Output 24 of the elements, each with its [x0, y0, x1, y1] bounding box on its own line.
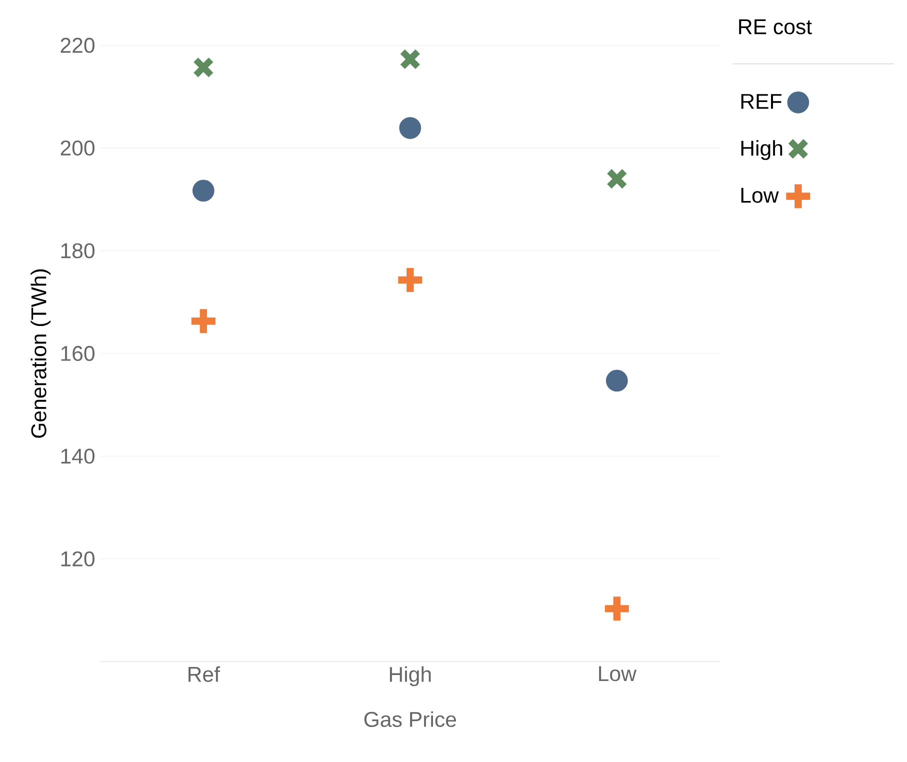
y-tick-label: 180 — [61, 243, 94, 258]
y-tick-label: 120 — [61, 552, 94, 567]
x-tick-label: Low — [599, 666, 637, 682]
legend-label: REF — [741, 94, 782, 109]
legend-label: Low — [741, 188, 779, 203]
y-tick-label: 140 — [61, 448, 94, 464]
x-tick-label: High — [390, 666, 431, 686]
point — [192, 180, 214, 202]
y-tick-label: 220 — [60, 38, 94, 54]
x-tick-label: Ref — [188, 666, 220, 682]
x-axis-title: Gas Price — [364, 712, 456, 728]
point — [194, 58, 214, 78]
y-axis-title: Generation (TWh) — [30, 270, 51, 438]
y-tick-label: 160 — [61, 346, 94, 362]
legend-title: RE cost — [739, 20, 812, 34]
point — [400, 50, 420, 70]
legend-label: High — [741, 140, 782, 160]
point — [399, 117, 422, 140]
point — [604, 596, 629, 621]
point — [398, 268, 422, 292]
point — [191, 309, 216, 334]
y-tick-label: 200 — [60, 140, 94, 156]
point — [606, 370, 628, 392]
point — [607, 169, 627, 189]
